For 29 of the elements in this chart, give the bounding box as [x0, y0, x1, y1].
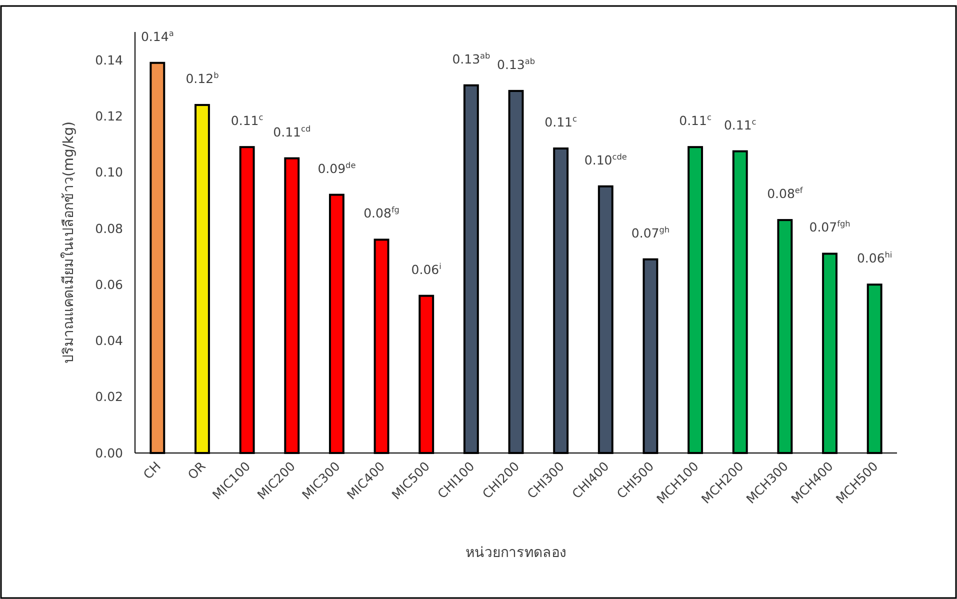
data-label: 0.11$^{c}$ [679, 112, 712, 128]
y-tick-label: 0.04 [95, 333, 124, 348]
data-label: 0.12$^{b}$ [186, 70, 219, 86]
data-label: 0.09$^{de}$ [318, 160, 356, 176]
y-tick-label: 0.02 [95, 389, 123, 404]
data-label: 0.06$^{i}$ [411, 260, 442, 277]
y-tick-label: 0.10 [95, 164, 124, 180]
data-label: 0.10$^{cde}$ [584, 151, 627, 168]
x-axis-title: หน่วยการทดลอง [466, 545, 566, 561]
y-tick-label: 0.06 [95, 276, 124, 292]
y-axis-title: ปริมาณแคดเมียมในเปลือกข้าว(mg/kg) [60, 121, 77, 364]
data-label: 0.14$^{a}$ [141, 28, 174, 44]
data-label: 0.13$^{ab}$ [452, 50, 490, 66]
data-label: 0.13$^{ab}$ [497, 56, 535, 72]
x-tick-label: CH [140, 458, 164, 482]
data-label: 0.11$^{c}$ [544, 113, 577, 130]
y-tick-label: 0.14 [95, 52, 124, 68]
data-label: 0.07$^{gh}$ [631, 224, 670, 240]
y-tick-label: 0.12 [95, 108, 123, 124]
data-label: 0.08$^{fg}$ [364, 204, 400, 221]
data-label: 0.08$^{ef}$ [767, 185, 804, 202]
x-tick-label: OR [184, 458, 209, 482]
data-label: 0.11$^{c}$ [230, 112, 264, 128]
data-label: 0.07$^{fgh}$ [809, 218, 850, 235]
y-tick-label: 0.08 [95, 220, 124, 236]
data-label: 0.11$^{cd}$ [273, 123, 311, 140]
data-label: 0.06$^{hi}$ [856, 250, 892, 266]
y-tick-label: 0.00 [95, 445, 124, 460]
data-label: 0.11$^{c}$ [724, 116, 756, 132]
